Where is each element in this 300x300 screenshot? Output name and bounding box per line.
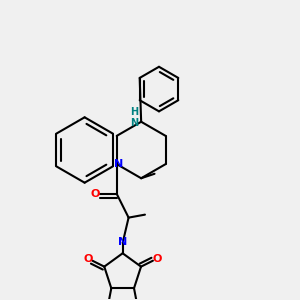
Text: O: O — [83, 254, 93, 264]
Text: N: N — [118, 237, 128, 247]
Text: O: O — [90, 189, 100, 199]
Text: H
N: H N — [130, 106, 138, 128]
Text: N: N — [114, 158, 123, 169]
Text: O: O — [153, 254, 162, 264]
